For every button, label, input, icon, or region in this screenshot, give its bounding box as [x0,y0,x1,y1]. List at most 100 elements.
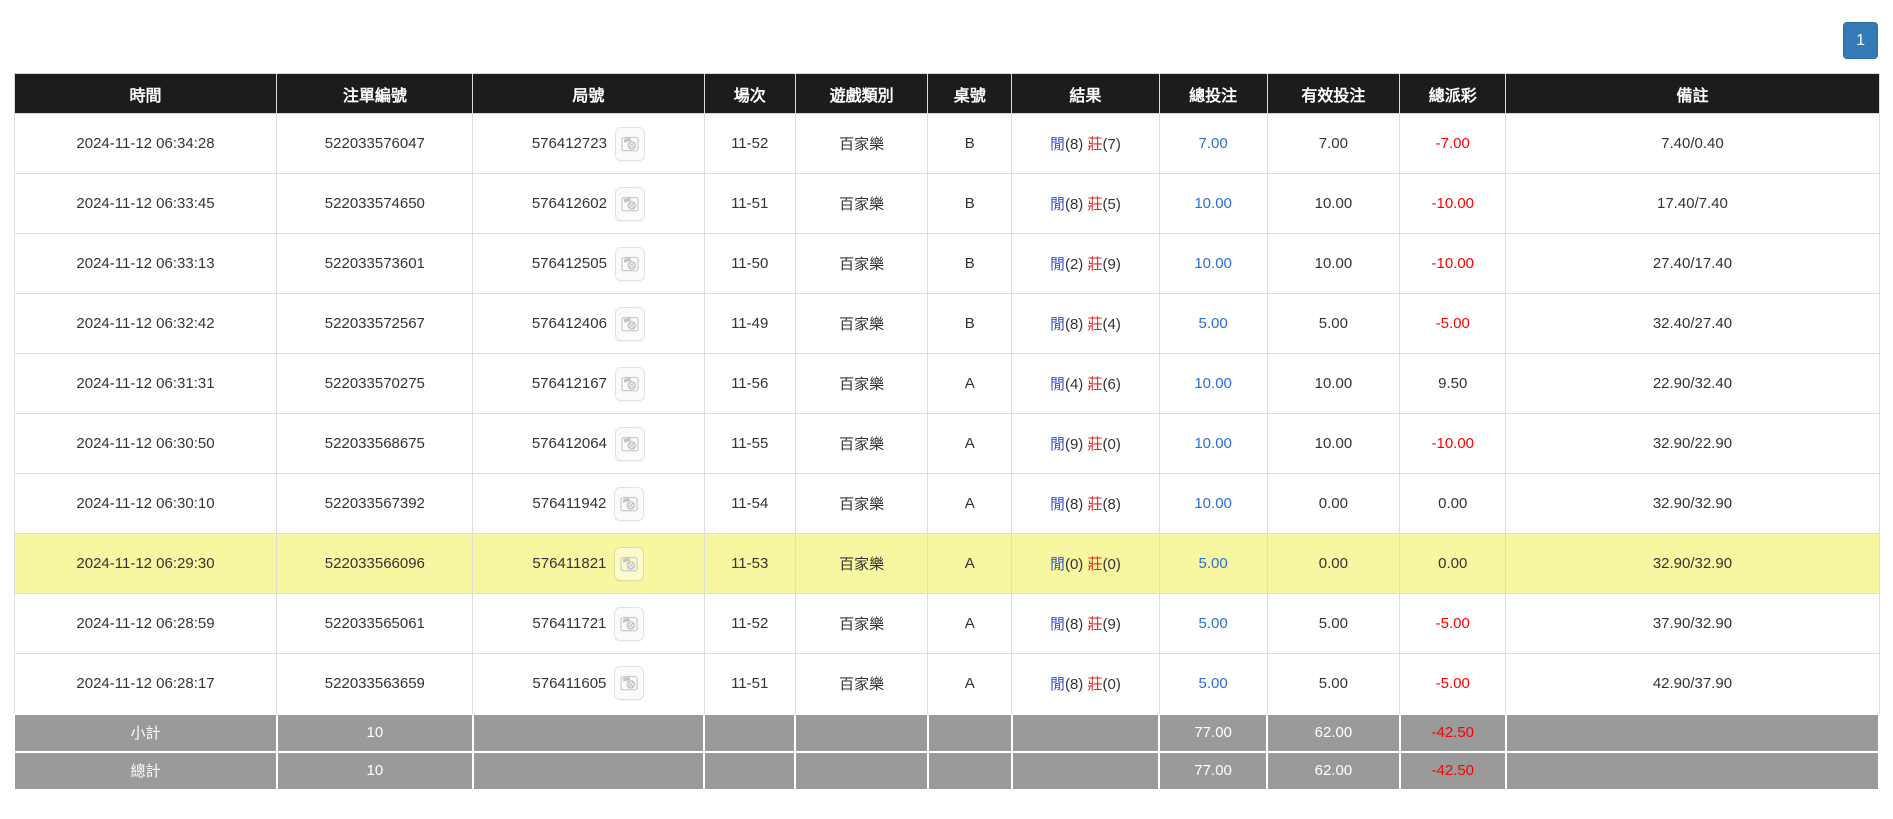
banker-result-label: 莊 [1087,196,1103,213]
table-no-cell: A [927,533,1013,594]
player-result-score: (8) [1064,196,1084,213]
video-replay-button[interactable] [614,426,645,461]
valid-bet-cell: 0.00 [1266,473,1401,534]
header-payout: 總派彩 [1399,73,1507,114]
round-no: 576412406 [531,315,607,332]
header-valid-bet: 有效投注 [1266,73,1401,114]
table-row[interactable]: 2024-11-12 06:33:45 522033574650 5764126… [13,173,1880,234]
valid-bet-cell: 10.00 [1266,233,1401,294]
round-no: 576412723 [531,135,607,152]
video-replay-button[interactable] [614,546,645,581]
bet-no-cell: 522033573601 [276,233,474,294]
table-row[interactable]: 2024-11-12 06:33:13 522033573601 5764125… [13,233,1880,294]
banker-result-score: (0) [1102,556,1121,573]
round-no: 576411721 [532,615,607,632]
result-cell: 閒(8) 莊(7) [1011,113,1160,174]
video-replay-button[interactable] [614,186,645,221]
table-no-cell: B [927,113,1013,174]
header-time: 時間 [13,73,278,114]
game-type-cell: 百家樂 [794,113,929,174]
total-bet-cell: 10.00 [1158,473,1268,534]
subtotal-count: 10 [275,712,474,753]
session-cell: 11-52 [703,113,796,174]
total-bet-link[interactable]: 5.00 [1198,315,1228,332]
table-row[interactable]: 2024-11-12 06:34:28 522033576047 5764127… [13,113,1880,174]
total-bet-link[interactable]: 10.00 [1194,255,1232,272]
player-result-score: (9) [1064,436,1084,453]
total-bet-link[interactable]: 5.00 [1198,674,1228,692]
header-game-type: 遊戲類別 [794,73,929,114]
total-bet-link[interactable]: 5.00 [1198,615,1228,632]
game-type-cell: 百家樂 [794,593,929,654]
grand-total-label: 總計 [13,750,278,791]
subtotal-row: 小計 10 77.00 62.00 -42.50 [13,712,1881,753]
player-result-score: (8) [1064,616,1084,633]
banker-result-score: (9) [1102,256,1121,273]
player-result-label: 閒 [1049,196,1065,213]
remark-cell: 7.40/0.40 [1505,113,1880,174]
banker-result-score: (7) [1102,136,1121,153]
banker-result-label: 莊 [1087,376,1103,393]
session-cell: 11-56 [703,353,796,414]
round-no-cell: 576411942 [472,473,705,534]
video-replay-button[interactable] [614,246,645,281]
banker-result-score: (4) [1102,316,1121,333]
total-bet-link[interactable]: 10.00 [1194,375,1232,392]
session-cell: 11-54 [703,473,796,534]
time-cell: 2024-11-12 06:30:50 [13,413,278,474]
video-replay-button[interactable] [614,486,645,521]
session-cell: 11-52 [703,593,796,654]
table-header: 時間 注單編號 局號 場次 遊戲類別 桌號 結果 總投注 有效投注 總派彩 備註 [13,73,1880,114]
game-type-cell: 百家樂 [794,533,929,594]
video-replay-button[interactable] [614,126,645,161]
video-replay-button[interactable] [614,366,645,401]
game-type-cell: 百家樂 [794,353,929,414]
video-replay-button[interactable] [614,606,645,641]
total-bet-link[interactable]: 10.00 [1194,435,1232,452]
video-replay-button[interactable] [614,306,645,341]
banker-result-label: 莊 [1087,675,1103,693]
page-1-button[interactable]: 1 [1843,22,1878,59]
table-row[interactable]: 2024-11-12 06:28:17 522033563659 5764116… [13,653,1880,714]
total-bet-link[interactable]: 10.00 [1194,195,1232,212]
table-row[interactable]: 2024-11-12 06:29:30 522033566096 5764118… [13,533,1880,594]
table-row[interactable]: 2024-11-12 06:30:10 522033567392 5764119… [13,473,1880,534]
video-icon [620,556,639,571]
round-no: 576411605 [532,674,607,692]
game-type-cell: 百家樂 [794,233,929,294]
video-icon [621,436,639,451]
table-row[interactable]: 2024-11-12 06:30:50 522033568675 5764120… [13,413,1880,474]
table-row[interactable]: 2024-11-12 06:28:59 522033565061 5764117… [13,593,1880,654]
bet-no-cell: 522033570275 [276,353,474,414]
valid-bet-cell: 5.00 [1266,593,1401,654]
table-no-cell: A [927,593,1013,654]
table-no-cell: A [927,653,1013,714]
time-cell: 2024-11-12 06:31:31 [13,353,278,414]
player-result-score: (0) [1064,556,1084,573]
bet-no-cell: 522033568675 [276,413,474,474]
table-row[interactable]: 2024-11-12 06:31:31 522033570275 5764121… [13,353,1880,414]
total-bet-cell: 10.00 [1158,413,1268,474]
remark-cell: 17.40/7.40 [1505,173,1880,234]
banker-result-score: (0) [1102,675,1121,693]
video-icon [621,376,639,391]
table-body: 2024-11-12 06:34:28 522033576047 5764127… [13,113,1880,714]
video-replay-button[interactable] [614,666,645,701]
round-no-cell: 576412602 [472,173,705,234]
total-bet-link[interactable]: 10.00 [1194,495,1232,512]
total-bet-link[interactable]: 5.00 [1198,555,1228,572]
result-cell: 閒(2) 莊(9) [1011,233,1160,294]
remark-cell: 32.90/32.90 [1505,533,1880,594]
payout-cell: 0.00 [1399,473,1507,534]
game-type-cell: 百家樂 [794,473,929,534]
table-row[interactable]: 2024-11-12 06:32:42 522033572567 5764124… [13,293,1880,354]
total-bet-link[interactable]: 7.00 [1198,135,1228,152]
banker-result-label: 莊 [1087,436,1103,453]
session-cell: 11-51 [703,653,796,714]
player-result-label: 閒 [1049,496,1065,513]
result-cell: 閒(8) 莊(0) [1011,653,1160,714]
result-cell: 閒(8) 莊(4) [1011,293,1160,354]
banker-result-label: 莊 [1087,496,1103,513]
bet-no-cell: 522033574650 [276,173,474,234]
remark-cell: 22.90/32.40 [1505,353,1880,414]
